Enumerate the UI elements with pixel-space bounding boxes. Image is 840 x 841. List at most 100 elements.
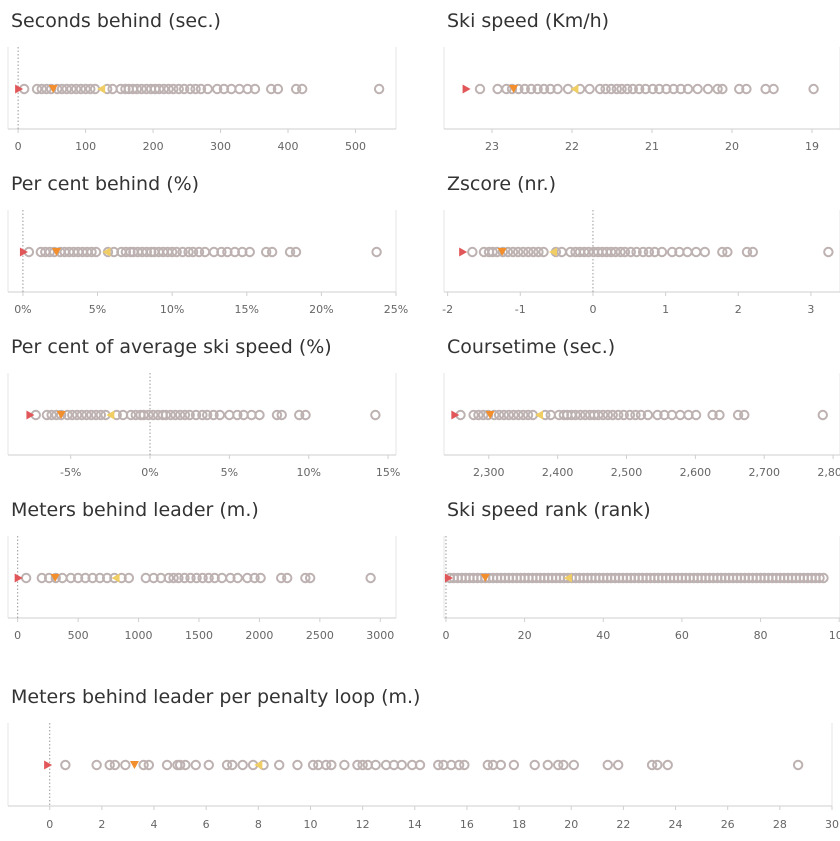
x-tick-label: 400 [278,140,299,153]
x-tick-label: 500 [345,140,366,153]
athlete-point [199,246,211,258]
athlete-point [478,409,489,421]
athlete-point [468,409,479,421]
athlete-point [634,83,645,95]
athlete-point [699,246,711,258]
athlete-point [675,409,686,421]
x-tick-label: 40 [596,629,610,642]
chart-plot: 0% 5% 10% 15% 20% 25% [7,210,408,316]
highlight-athlete-marker [52,248,61,256]
athlete-point [90,409,102,421]
athlete-point [61,83,72,95]
athlete-point [523,246,534,258]
athlete-point [255,572,266,584]
leader-marker [15,84,24,94]
athlete-point [692,83,703,95]
athlete-point [414,759,426,771]
athlete-point [625,246,636,258]
chart-title: Meters behind leader per penalty loop (m… [11,686,421,708]
x-tick-label: 2,800 [817,466,840,479]
x-tick-label: 6 [203,818,210,831]
athlete-point [487,246,498,258]
athlete-point [242,572,253,584]
athlete-point [143,409,154,421]
athlete-point [498,409,510,421]
athlete-point [682,83,694,95]
athlete-point [373,83,385,95]
x-tick-label: 0 [46,818,53,831]
athlete-point [575,409,586,421]
chart-title: Ski speed (Km/h) [447,10,610,32]
athlete-point [649,246,660,258]
athlete-point [249,83,261,95]
athlete-point [613,409,624,421]
athlete-point [734,83,745,95]
athlete-point [579,246,590,258]
x-tick-label: 60 [675,629,689,642]
athlete-point [173,572,184,584]
x-tick-label: 0 [589,303,596,316]
athlete-point [732,409,744,421]
athlete-point [265,83,277,95]
athlete-point [237,759,248,771]
athlete-point [512,246,524,258]
athlete-point [225,572,236,584]
x-tick-label: 0% [14,303,31,316]
x-tick-label: 100 [829,629,840,642]
x-tick-label: 2,400 [542,466,574,479]
leader-marker [14,573,23,583]
athlete-point [717,83,728,95]
athlete-point [652,759,663,771]
athlete-point [507,246,519,258]
reference-athlete-marker [254,760,263,770]
x-tick-label: 18 [512,818,526,831]
athlete-point [808,83,819,95]
athlete-point [503,409,514,421]
chart-plot: 2,300 2,400 2,500 2,600 2,700 2,800 [443,373,840,479]
athlete-point [739,409,750,421]
leader-marker [44,760,53,770]
athlete-point [271,409,283,421]
athlete-point [654,83,665,95]
athlete-point [304,572,316,584]
athlete-point [170,409,181,421]
athlete-point [203,572,214,584]
athlete-point [817,409,828,421]
athlete-point [508,409,519,421]
athlete-point [597,409,609,421]
athlete-point [606,83,617,95]
x-tick-label: 24 [669,818,683,831]
athlete-point [768,83,779,95]
x-tick-label: 19 [805,140,819,153]
athlete-point [282,572,293,584]
athlete-point [583,246,594,258]
athlete-point [611,83,623,95]
athlete-point [197,572,208,584]
athlete-point [190,83,201,95]
athlete-point [179,572,190,584]
athlete-point [163,572,174,584]
athlete-point [584,83,595,95]
athlete-point [171,246,182,258]
athlete-point [275,572,287,584]
athlete-point [202,83,213,95]
x-tick-label: 20 [518,629,532,642]
highlight-athlete-marker [56,411,66,419]
chart-plot: 23 22 21 20 19 [443,47,840,153]
athlete-point [690,409,702,421]
x-tick-label: -5% [60,466,81,479]
athlete-point [56,83,68,95]
athlete-point [123,572,135,584]
x-tick-label: 20 [564,818,578,831]
athlete-point [631,246,642,258]
chart-zscore: Zscore (nr.) -2 -1 0 1 2 3 [436,163,840,326]
athlete-point [138,409,149,421]
athlete-point [473,409,484,421]
x-tick-label: 10 [303,818,317,831]
athlete-point [71,409,83,421]
athlete-point [518,246,529,258]
athlete-point [95,409,107,421]
athlete-point [55,409,67,421]
athlete-point [209,572,220,584]
athlete-point [31,83,43,95]
